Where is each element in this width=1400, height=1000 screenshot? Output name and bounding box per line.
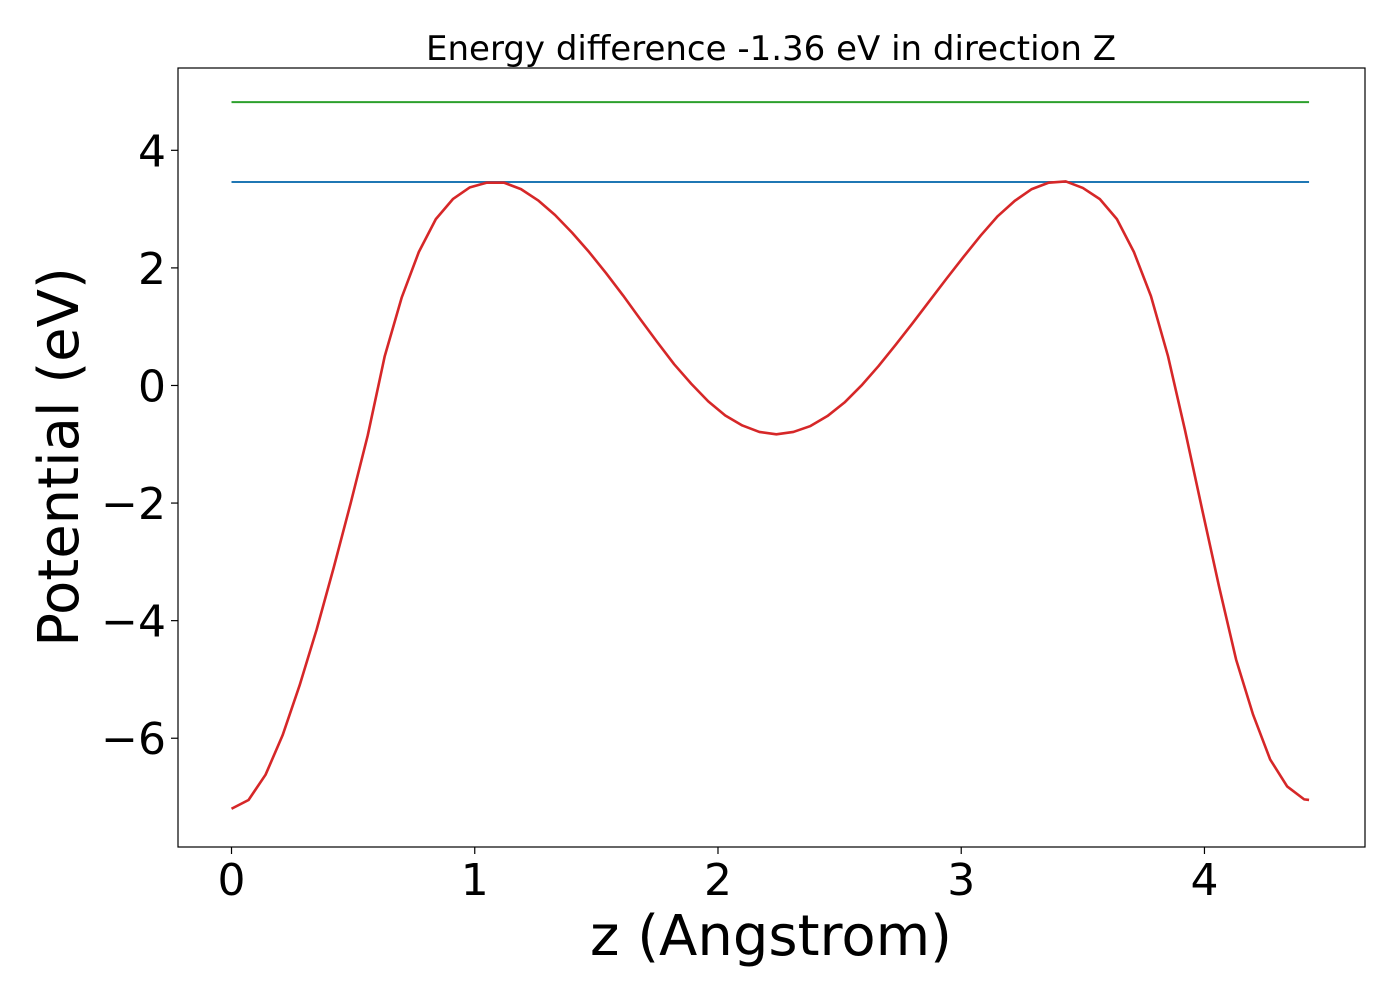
x-tick-label: 1 (461, 855, 489, 906)
y-tick-label: −4 (101, 597, 166, 648)
y-tick-label: −6 (101, 714, 166, 765)
y-tick-label: −2 (101, 479, 166, 530)
plot-area-frame (177, 67, 1366, 848)
x-tick-label: 2 (704, 855, 732, 906)
y-axis-label: Potential (eV) (27, 267, 92, 647)
y-axis-ticks: −6 −4 −2 0 2 4 (101, 126, 178, 765)
x-axis-ticks: 0 1 2 3 4 (218, 847, 1218, 906)
x-tick-label: 3 (947, 855, 975, 906)
series-line-potential-curve (230, 180, 1310, 810)
y-tick-label: 2 (138, 244, 166, 295)
x-tick-label: 0 (218, 855, 246, 906)
y-tick-label: 4 (138, 126, 166, 177)
series-potential-curve (230, 180, 1310, 810)
x-axis-label: z (Angstrom) (590, 904, 952, 969)
series-layer (230, 101, 1310, 810)
x-tick-label: 4 (1190, 855, 1218, 906)
chart-title: Energy difference -1.36 eV in direction … (426, 29, 1116, 69)
y-tick-label: 0 (138, 361, 166, 412)
